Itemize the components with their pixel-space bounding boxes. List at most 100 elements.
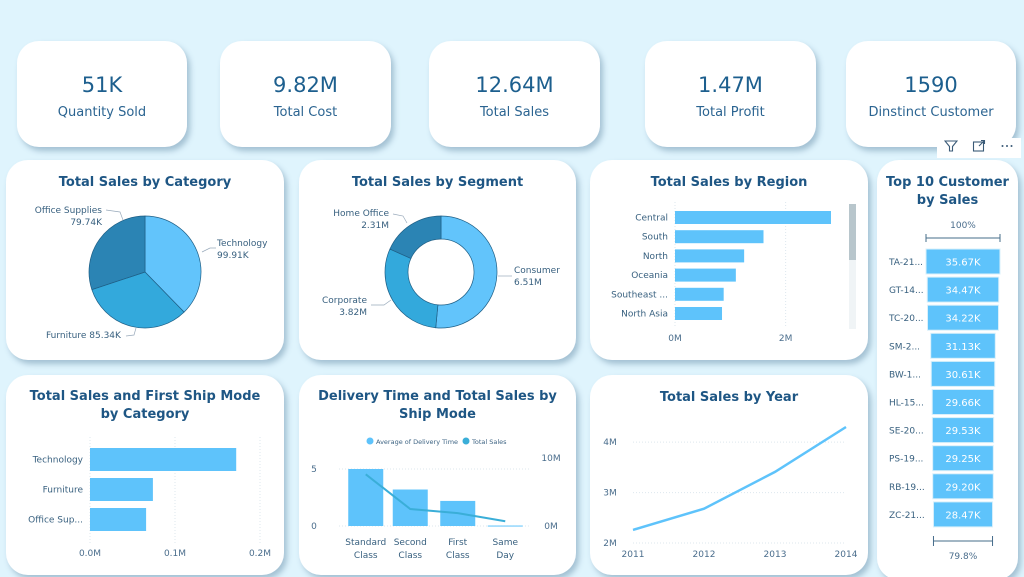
x-tick-label: 2013	[764, 550, 787, 560]
pie-chart-category: Technology 99.91K Furniture 85.34K Office S…	[35, 206, 268, 341]
legend-marker-delivery-time	[366, 437, 374, 445]
bar	[90, 508, 147, 531]
category-label: South	[642, 233, 668, 243]
customer-label: BW-1...	[889, 370, 921, 380]
x-tick-label: 2M	[779, 334, 793, 344]
region-scrollbar-thumb[interactable]	[849, 204, 856, 260]
category-label: North Asia	[621, 310, 668, 320]
more-options-icon[interactable]	[1000, 139, 1014, 157]
chart-card-sales-by-region[interactable]: Total Sales by Region 0M 2M Central South No…	[590, 160, 868, 360]
kpi-value: 12.64M	[475, 73, 554, 97]
kpi-card-total-sales: 12.64M Total Sales	[429, 41, 600, 147]
x-category-label: Class	[446, 551, 470, 561]
legend-label: Total Sales	[471, 438, 507, 446]
funnel-bar	[932, 445, 994, 472]
bar-value-label: 31.13K	[945, 342, 981, 353]
chart-title: Total Sales by Year	[659, 390, 799, 405]
y-tick-label: 2M	[603, 539, 617, 549]
funnel-bar	[932, 473, 994, 500]
chart-title: Total Sales by Region	[650, 175, 808, 190]
category-label: Central	[635, 214, 668, 224]
x-category-label: Class	[398, 551, 422, 561]
kpi-value: 51K	[81, 73, 123, 97]
bar	[675, 230, 764, 244]
data-label-value: 99.91K	[217, 251, 250, 261]
x-tick-label: 0.2M	[249, 549, 271, 559]
chart-card-top10-customers[interactable]: Top 10 Customer by Sales 100% 35.67K TA-21…	[877, 160, 1018, 577]
bar-value-label: 29.25K	[945, 454, 981, 465]
bar	[675, 249, 745, 263]
line-total-sales	[365, 473, 506, 523]
x-category-label: Class	[354, 551, 378, 561]
chart-card-ship-mode-by-category[interactable]: Total Sales and First Ship Mode by Categ…	[6, 375, 284, 575]
leader-line	[371, 299, 392, 306]
pie-slice-office-supplies	[88, 215, 146, 291]
legend-marker-total-sales	[462, 437, 470, 445]
chart-title: Total Sales by Category	[58, 175, 232, 190]
x-tick-label: 0M	[668, 334, 682, 344]
chart-card-sales-by-year[interactable]: Total Sales by Year 2M 3M 4M 2011 2012 2013 20…	[590, 375, 868, 575]
leader-line	[105, 209, 124, 221]
chart-card-sales-by-segment[interactable]: Total Sales by Segment Consumer 6.51M Corp…	[299, 160, 576, 360]
bar	[675, 307, 723, 320]
bar-value-label: 29.66K	[945, 398, 981, 409]
donut-chart-segment: Consumer 6.51M Corporate 3.82M Home Office 2.…	[322, 209, 560, 329]
y-tick-label: 4M	[603, 438, 617, 448]
x-tick-label: 0.0M	[79, 549, 101, 559]
x-tick-label: 2014	[835, 550, 858, 560]
funnel-bar	[925, 248, 1001, 275]
kpi-label: Total Cost	[273, 105, 338, 120]
customer-label: HL-15...	[889, 399, 924, 409]
bar	[90, 478, 153, 501]
filter-icon[interactable]	[943, 139, 959, 157]
category-label: Furniture	[43, 486, 84, 496]
donut-slice-consumer	[435, 215, 498, 329]
data-label-category: Office Supplies	[35, 206, 103, 216]
x-tick-label: 2012	[693, 550, 716, 560]
y-left-tick-label: 0	[311, 522, 317, 532]
visual-header	[937, 138, 1021, 158]
bar-value-label: 30.61K	[945, 370, 981, 381]
funnel-bar	[927, 304, 999, 331]
combo-chart-delivery: Average of Delivery Time Total Sales 5 0 10M…	[311, 437, 561, 561]
region-scrollbar-track[interactable]	[849, 204, 856, 329]
data-label-value: 2.31M	[361, 221, 389, 231]
funnel-bar	[926, 276, 1000, 303]
legend-label: Average of Delivery Time	[376, 438, 458, 446]
kpi-label: Quantity Sold	[57, 105, 147, 120]
customer-label: TC-20...	[888, 314, 924, 324]
chart-title: Total Sales and First Ship Mode by Categ…	[29, 389, 261, 422]
kpi-label: Total Profit	[696, 105, 765, 120]
chart-card-sales-by-category[interactable]: Total Sales by Category Technology 99.91K…	[6, 160, 284, 360]
leader-line	[125, 327, 137, 337]
kpi-card-total-cost: 9.82M Total Cost	[220, 41, 391, 147]
y-right-tick-label: 0M	[544, 522, 558, 532]
bar-chart-top10: 100% 35.67K TA-21... 34.47K GT-14... 34.22K TC…	[888, 221, 1001, 562]
bar	[675, 211, 831, 224]
chart-title: Top 10 Customer by Sales	[886, 175, 1009, 208]
customer-label: TA-21...	[888, 258, 923, 268]
bar-value-label: 34.47K	[945, 286, 981, 297]
line-total-sales	[632, 425, 847, 532]
focus-mode-icon[interactable]	[972, 139, 986, 157]
donut-slice-home-office	[389, 215, 442, 259]
funnel-bar	[930, 360, 996, 387]
data-label-value: 3.82M	[339, 308, 367, 318]
chart-card-delivery-time[interactable]: Delivery Time and Total Sales by Ship Mo…	[299, 375, 576, 575]
kpi-card-distinct-customer: 1590 Dinstinct Customer	[846, 41, 1016, 147]
kpi-card-quantity-sold: 51K Quantity Sold	[17, 41, 187, 147]
x-category-label: Day	[496, 551, 514, 561]
bar	[675, 287, 724, 301]
bar-value-label: 29.53K	[945, 426, 981, 437]
customer-label: GT-14...	[889, 286, 924, 296]
kpi-value: 1.47M	[698, 73, 763, 97]
category-label: Office Sup...	[28, 516, 83, 526]
bar	[675, 268, 736, 282]
kpi-label: Total Sales	[479, 105, 550, 120]
data-label-category: Corporate	[322, 296, 367, 306]
funnel-bar	[931, 417, 995, 444]
scale-top-label: 100%	[950, 221, 976, 231]
customer-label: ZC-21...	[889, 511, 925, 521]
bar-delivery-time	[487, 525, 523, 527]
kpi-value: 1590	[904, 73, 958, 97]
